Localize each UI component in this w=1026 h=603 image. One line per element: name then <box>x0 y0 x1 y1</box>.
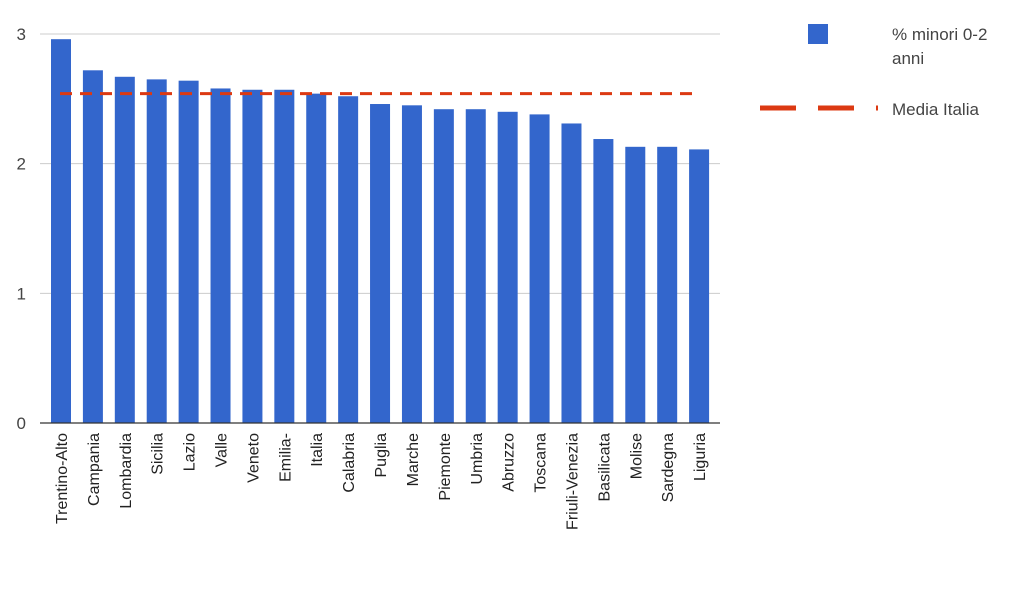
x-tick-label: Lazio <box>182 433 199 471</box>
legend-label: anni <box>892 49 924 68</box>
bars <box>51 39 710 424</box>
x-tick-label: Molise <box>628 433 645 479</box>
x-tick-label: Lombardia <box>118 433 135 509</box>
x-tick-label: Sicilia <box>150 433 167 475</box>
x-tick-label: Veneto <box>245 433 262 483</box>
x-tick-label: Marche <box>405 433 422 486</box>
x-tick-label: Puglia <box>373 433 390 478</box>
bar <box>242 89 263 424</box>
bar <box>178 80 199 424</box>
bar <box>370 104 391 424</box>
y-tick-label: 0 <box>17 414 26 433</box>
x-tick-label: Umbria <box>469 433 486 485</box>
bar <box>561 123 582 423</box>
bar <box>625 146 646 423</box>
bar <box>114 76 135 423</box>
x-axis-labels: Trentino-Alto Campania Lombardia Sicilia Laz… <box>54 433 709 530</box>
bar <box>210 88 231 424</box>
bar <box>689 149 710 424</box>
bar <box>657 146 678 423</box>
y-tick-label: 1 <box>17 284 26 303</box>
x-tick-label: Campania <box>86 433 103 506</box>
bar <box>593 139 614 423</box>
bar <box>274 89 295 424</box>
legend: % minori 0-2 anni Media Italia <box>760 24 987 119</box>
x-tick-label: Friuli-Venezia <box>564 433 581 530</box>
bar <box>82 70 103 423</box>
y-axis-ticks: 0 1 2 3 <box>17 25 26 433</box>
x-tick-label: Toscana <box>533 433 550 493</box>
bar <box>465 109 486 423</box>
x-tick-label: Basilicata <box>596 433 613 502</box>
x-tick-label: Emilia- <box>277 433 294 482</box>
x-tick-label: Calabria <box>341 433 358 493</box>
x-tick-label: Sardegna <box>660 433 677 502</box>
legend-swatch <box>808 24 828 44</box>
bar <box>401 105 422 424</box>
legend-label: % minori 0-2 <box>892 25 987 44</box>
x-tick-label: Italia <box>309 433 326 467</box>
bar <box>146 79 167 423</box>
x-tick-label: Liguria <box>692 433 709 481</box>
legend-label: Media Italia <box>892 100 979 119</box>
bar <box>338 96 359 424</box>
x-tick-label: Piemonte <box>437 433 454 501</box>
bar <box>529 114 550 423</box>
x-tick-label: Abruzzo <box>501 433 518 492</box>
y-tick-label: 2 <box>17 155 26 174</box>
bar <box>433 109 454 423</box>
bar <box>306 93 327 423</box>
x-tick-label: Valle <box>214 433 231 467</box>
bar <box>497 111 518 424</box>
bar <box>51 39 71 423</box>
x-tick-label: Trentino-Alto <box>54 433 71 524</box>
y-tick-label: 3 <box>17 25 26 44</box>
